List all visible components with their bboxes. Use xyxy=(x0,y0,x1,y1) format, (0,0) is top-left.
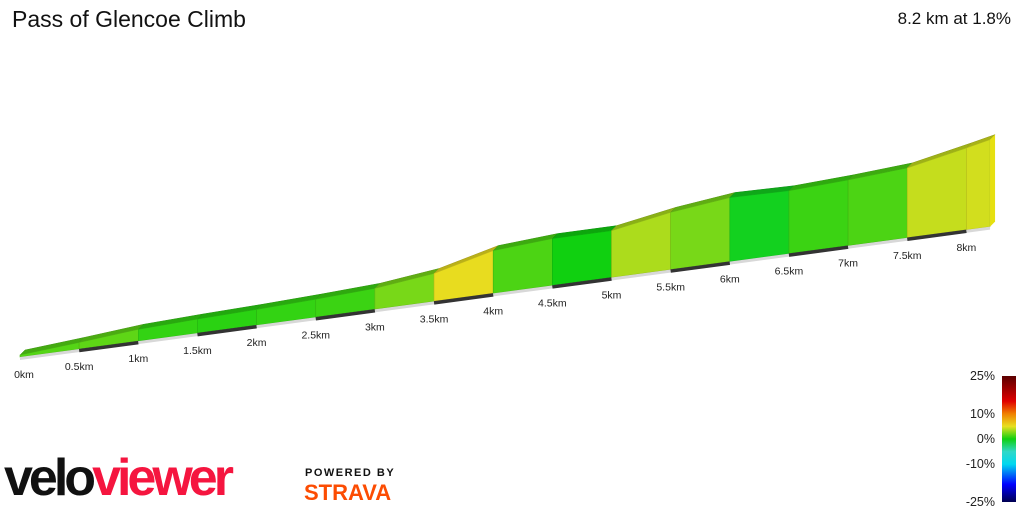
profile-segment xyxy=(433,250,494,302)
profile-segment xyxy=(729,190,790,262)
x-tick-label: 3km xyxy=(365,321,385,333)
x-tick-label: 3.5km xyxy=(420,313,449,325)
x-tick-label: 2km xyxy=(247,337,267,349)
x-tick-label: 5km xyxy=(602,290,622,302)
profile-segment xyxy=(611,211,671,278)
profile-segment xyxy=(788,179,849,254)
x-tick-label: 7km xyxy=(838,258,858,270)
legend-label: -10% xyxy=(966,457,995,471)
profile-segment xyxy=(966,139,991,231)
page-title: Pass of Glencoe Climb xyxy=(12,6,246,32)
profile-segment xyxy=(552,230,612,286)
x-tick-label: 1km xyxy=(128,353,148,365)
x-tick-label: 4.5km xyxy=(538,297,567,309)
x-tick-label: 6.5km xyxy=(775,266,804,278)
profile-end-cap xyxy=(990,134,996,227)
powered-by-label: POWERED BY xyxy=(305,467,396,479)
x-tick-label: 8km xyxy=(956,242,976,254)
logo-viewer: viewer xyxy=(92,449,234,507)
profile-segments xyxy=(19,134,996,358)
axis-tick-band xyxy=(670,261,731,273)
x-tick-label: 5.5km xyxy=(656,282,685,294)
strava-logo: STRAVA xyxy=(304,480,392,505)
legend-label: -25% xyxy=(966,495,995,509)
x-tick-label: 7.5km xyxy=(893,250,922,262)
climb-summary: 8.2 km at 1.8% xyxy=(897,9,1011,28)
x-tick-label: 6km xyxy=(720,274,740,286)
logo-velo: velo xyxy=(4,449,96,507)
axis-tick-band xyxy=(197,324,257,337)
axis-tick-band xyxy=(552,277,612,289)
legend-colorbar xyxy=(1002,376,1016,502)
x-tick-label: 1.5km xyxy=(183,345,212,357)
veloviewer-logo: veloviewer xyxy=(4,448,234,508)
x-tick-label: 0.5km xyxy=(65,361,94,373)
gradient-legend: 25% 10% 0% -10% -25% xyxy=(966,369,1016,509)
legend-label: 0% xyxy=(977,432,995,446)
x-tick-label: 2.5km xyxy=(301,329,330,341)
axis-tick-band xyxy=(315,309,376,321)
x-tick-label: 0km xyxy=(14,369,34,381)
x-tick-label: 4km xyxy=(483,305,503,317)
axis-tick-band xyxy=(433,293,494,305)
axis-tick-band xyxy=(788,245,849,257)
axis-tick-band xyxy=(907,229,967,241)
distance-axis: 0km 0.5km 1km 1.5km 2km 2.5km 3km 3.5km 4km 4.5km… xyxy=(14,226,991,381)
profile-segment xyxy=(847,167,908,247)
axis-tick-band xyxy=(78,340,139,353)
axis-base xyxy=(20,226,991,360)
legend-label: 25% xyxy=(970,369,995,383)
legend-label: 10% xyxy=(970,407,995,421)
